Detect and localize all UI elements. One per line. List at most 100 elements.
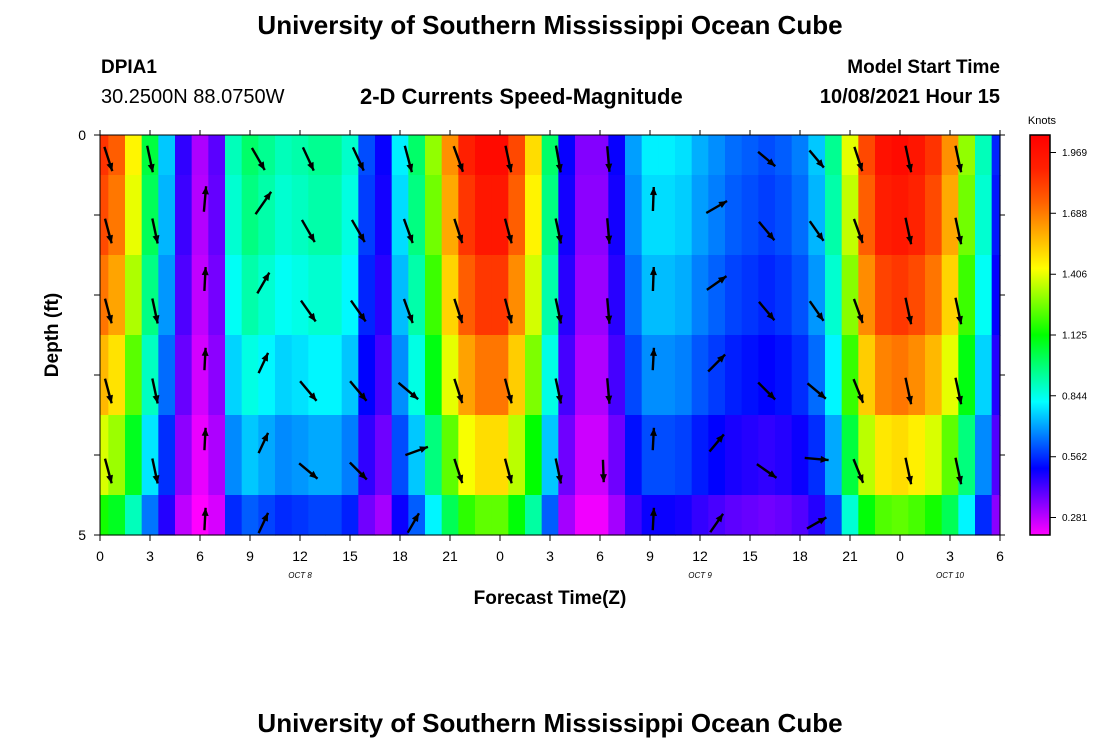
heatmap-cell <box>375 495 393 536</box>
vector-arrowhead <box>358 312 366 322</box>
x-tick-label: 18 <box>392 548 408 564</box>
heatmap-cell <box>158 335 176 416</box>
heatmap-cell <box>308 415 326 496</box>
heatmap-cell <box>591 495 609 536</box>
heatmap-cell <box>708 415 726 496</box>
heatmap-cell <box>441 175 459 256</box>
current-vector <box>756 463 778 479</box>
heatmap-cell <box>725 255 743 336</box>
heatmap-cell <box>975 335 993 416</box>
heatmap-cell <box>341 335 359 416</box>
heatmap-cell <box>358 135 376 176</box>
heatmap-cell <box>458 255 476 336</box>
heatmap-cell <box>591 135 609 176</box>
heatmap-cell <box>358 415 376 496</box>
current-vector <box>300 219 316 243</box>
x-tick-label: 12 <box>292 548 308 564</box>
heatmap-cell <box>791 495 809 536</box>
heatmap-cell <box>325 175 343 256</box>
vector-arrowhead <box>717 354 726 363</box>
heatmap-cell <box>258 255 276 336</box>
vector-arrowhead <box>956 235 963 245</box>
heatmap-cell <box>141 415 159 496</box>
current-vector <box>503 218 513 244</box>
current-vector <box>301 146 315 172</box>
vector-arrowhead <box>506 474 513 484</box>
x-tick-label: 12 <box>692 548 708 564</box>
heatmap-cell <box>125 335 143 416</box>
heatmap-cell <box>258 175 276 256</box>
vector-arrowhead <box>506 394 513 404</box>
heatmap-cell <box>925 175 943 256</box>
colorbar-tick-label: 0.562 <box>1062 452 1087 463</box>
heatmap-cell <box>875 495 893 536</box>
heatmap-cell <box>758 135 776 176</box>
current-vector <box>145 145 155 173</box>
heatmap-cell <box>241 495 259 536</box>
vector-arrowhead <box>605 315 613 324</box>
heatmap-cell <box>125 495 143 536</box>
heatmap-cell <box>941 135 959 176</box>
vector-arrowhead <box>456 394 464 404</box>
heatmap-cell <box>225 175 243 256</box>
heatmap-cell <box>258 415 276 496</box>
x-tick-label: 3 <box>146 548 154 564</box>
heatmap-cell <box>425 255 443 336</box>
heatmap-cell <box>375 415 393 496</box>
heatmap-cell <box>625 175 643 256</box>
heatmap-cell <box>475 335 493 416</box>
current-vector <box>708 433 725 453</box>
current-vector <box>201 186 209 212</box>
vector-arrowhead <box>650 507 657 516</box>
heatmap-cell <box>958 495 976 536</box>
heatmap-cell <box>325 495 343 536</box>
heatmap-cell <box>375 255 393 336</box>
x-tick-label: 15 <box>742 548 758 564</box>
heatmap-cell <box>491 135 509 176</box>
heatmap-cell <box>208 135 226 176</box>
heatmap-cell <box>141 255 159 336</box>
heatmap-cell <box>425 495 443 536</box>
current-vector <box>504 145 513 173</box>
heatmap-cell <box>108 495 126 536</box>
heatmap-cell <box>875 175 893 256</box>
station-coordinates: 30.2500N 88.0750W <box>101 86 285 108</box>
current-vector <box>605 218 613 244</box>
current-vector <box>554 458 563 484</box>
heatmap-cell <box>925 335 943 416</box>
heatmap-cell <box>675 335 693 416</box>
heatmap-cell <box>191 415 209 496</box>
heatmap-cell <box>991 135 1001 176</box>
heatmap-cell <box>275 135 293 176</box>
heatmap-cell <box>241 255 259 336</box>
heatmap-cell <box>541 495 559 536</box>
vector-arrowhead <box>106 162 114 172</box>
heatmap-cell <box>308 135 326 176</box>
heatmap-cell <box>125 415 143 496</box>
current-vector <box>554 145 563 173</box>
heatmap-cell <box>158 175 176 256</box>
heatmap-cell <box>558 135 576 176</box>
current-vector <box>397 381 419 401</box>
heatmap-cell <box>941 495 959 536</box>
heatmap-cell <box>925 255 943 336</box>
heatmap-cell <box>125 135 143 176</box>
heatmap-cell <box>191 135 209 176</box>
heatmap-cell <box>675 255 693 336</box>
heatmap-cell <box>391 255 409 336</box>
heatmap-cell <box>791 175 809 256</box>
heatmap-cell <box>575 135 593 176</box>
current-vector <box>256 272 271 294</box>
vector-arrowhead <box>817 390 826 399</box>
heatmap-cell <box>275 495 293 536</box>
current-vector <box>151 218 160 244</box>
colorbar-tick-label: 1.969 <box>1062 148 1087 159</box>
colorbar-unit-label: Knots <box>1028 115 1057 127</box>
heatmap-cell <box>158 255 176 336</box>
heatmap-cell <box>175 135 193 176</box>
heatmap-cell <box>841 175 859 256</box>
current-vector <box>299 380 318 402</box>
heatmap-cell <box>791 135 809 176</box>
heatmap-cell <box>708 335 726 416</box>
vector-arrowhead <box>309 470 318 479</box>
